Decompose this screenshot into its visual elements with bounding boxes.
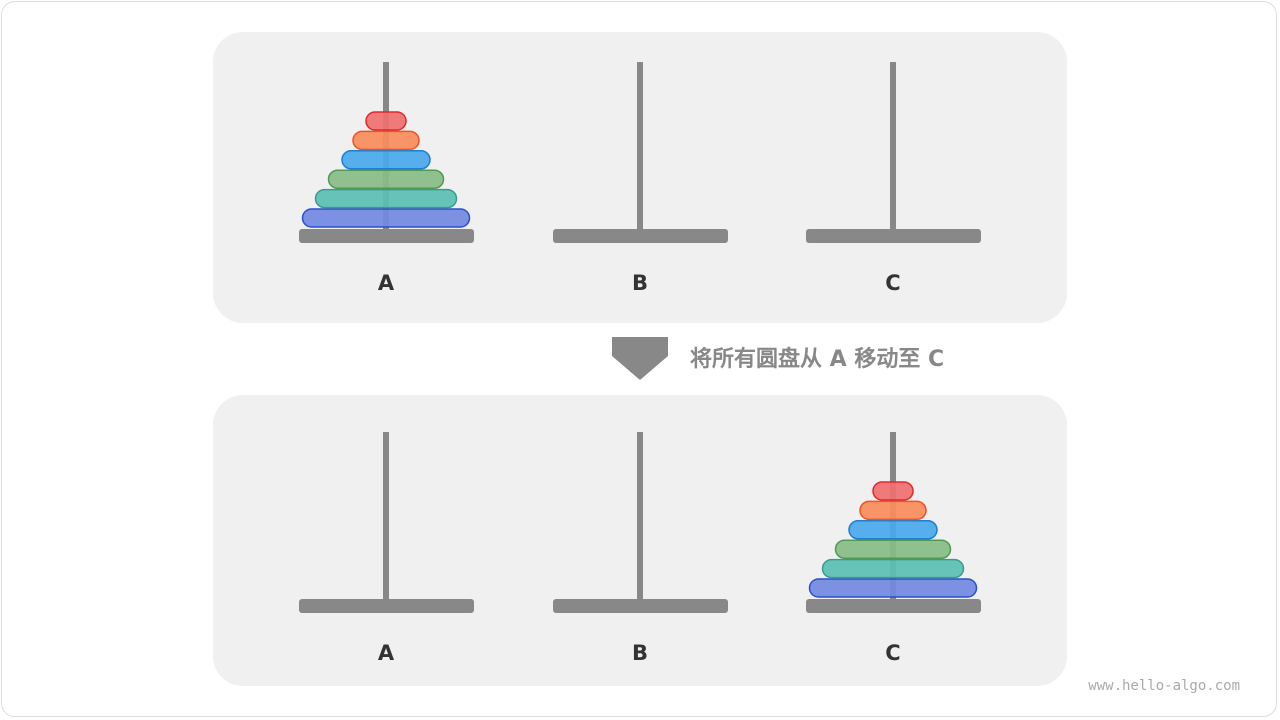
disk-1 [301,208,471,228]
disk-4 [341,150,431,170]
rod-c [890,62,896,232]
disk-5 [352,130,420,151]
disk-4 [848,520,938,540]
base-c [806,229,981,243]
rod-label-a: A [378,641,395,665]
base-c [806,599,981,613]
rod-b [637,62,643,232]
disk-2 [821,558,965,579]
caption: 将所有圆盘从 A 移动至 C [690,346,944,372]
base-b [553,599,728,613]
watermark: www.hello-algo.com [1088,678,1240,694]
rod-label-a: A [378,271,395,295]
disk-1 [808,578,978,598]
disk-5 [859,500,927,521]
rod-label-c: C [885,271,900,295]
rod-label-b: B [632,641,648,665]
disk-2 [314,188,458,209]
rod-b [637,432,643,602]
disk-6 [872,481,914,501]
base-b [553,229,728,243]
arrow-down-icon [612,337,668,380]
rod-a [383,432,389,602]
base-a [299,599,474,613]
disk-3 [834,539,952,559]
rod-label-c: C [885,641,900,665]
rod-label-b: B [632,271,648,295]
base-a [299,229,474,243]
disk-6 [365,111,407,131]
disk-3 [327,169,445,189]
